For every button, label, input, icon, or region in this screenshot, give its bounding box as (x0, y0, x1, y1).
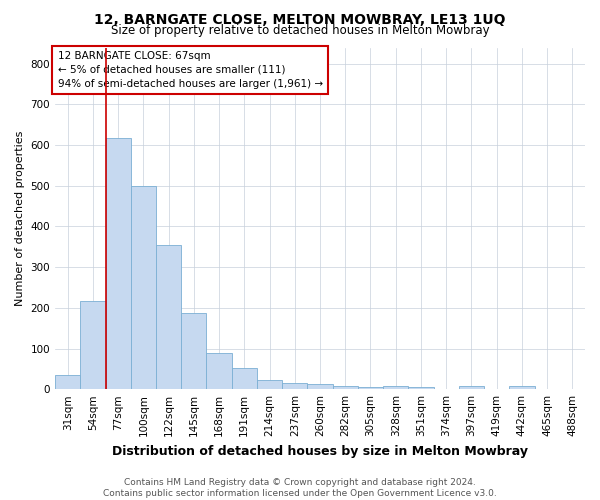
Bar (181, 312, 206, 389)
Bar (383, 386, 409, 389)
Bar (80, 300, 106, 389)
Bar (409, 387, 434, 389)
Bar (232, 368, 257, 389)
Text: Size of property relative to detached houses in Melton Mowbray: Size of property relative to detached ho… (110, 24, 490, 37)
Text: Contains HM Land Registry data © Crown copyright and database right 2024.
Contai: Contains HM Land Registry data © Crown c… (103, 478, 497, 498)
Bar (55, 375, 80, 389)
X-axis label: Distribution of detached houses by size in Melton Mowbray: Distribution of detached houses by size … (112, 444, 528, 458)
Bar (257, 380, 282, 389)
Bar (509, 386, 535, 389)
Bar (282, 383, 307, 389)
Bar (131, 186, 156, 389)
Text: 12 BARNGATE CLOSE: 67sqm
← 5% of detached houses are smaller (111)
94% of semi-d: 12 BARNGATE CLOSE: 67sqm ← 5% of detache… (58, 51, 323, 89)
Bar (307, 384, 332, 389)
Bar (156, 245, 181, 389)
Bar (332, 386, 358, 389)
Bar (358, 387, 383, 389)
Bar (206, 354, 232, 389)
Text: 12, BARNGATE CLOSE, MELTON MOWBRAY, LE13 1UQ: 12, BARNGATE CLOSE, MELTON MOWBRAY, LE13… (94, 12, 506, 26)
Y-axis label: Number of detached properties: Number of detached properties (15, 130, 25, 306)
Bar (459, 386, 484, 389)
Bar (106, 138, 131, 389)
